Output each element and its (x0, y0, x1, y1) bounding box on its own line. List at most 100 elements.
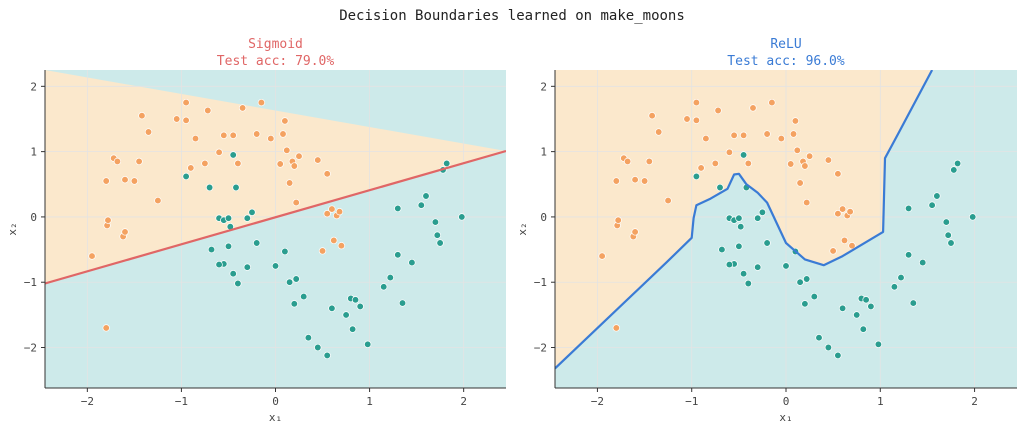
sigmoid-point-class1 (243, 214, 251, 222)
sigmoid-point-class1 (224, 214, 233, 222)
sigmoid-x-tick-label: 1 (366, 395, 373, 408)
sigmoid-point-class0 (292, 198, 300, 207)
sigmoid-point-class1 (458, 213, 466, 221)
sigmoid-point-class0 (187, 164, 195, 172)
sigmoid-test-accuracy: Test acc: 79.0% (217, 54, 335, 69)
sigmoid-point-class0 (330, 236, 338, 245)
relu-point-class1 (859, 325, 867, 333)
relu-point-class0 (711, 159, 719, 168)
relu-point-class1 (874, 340, 883, 348)
sigmoid-point-class0 (229, 131, 237, 139)
relu-point-class0 (768, 98, 776, 107)
relu-point-class1 (735, 242, 743, 250)
sigmoid-x-axis-label: x₁ (269, 411, 282, 424)
relu-x-tick-label: −1 (685, 395, 698, 408)
sigmoid-point-class1 (422, 192, 430, 200)
relu-point-class0 (692, 98, 701, 107)
relu-point-class0 (793, 146, 801, 154)
sigmoid-point-class1 (205, 183, 214, 192)
relu-decision-boundary (555, 70, 934, 370)
sigmoid-point-class0 (323, 210, 331, 218)
sigmoid-point-class0 (238, 104, 247, 112)
relu-point-class0 (763, 130, 771, 138)
relu-x-axis-label: x₁ (779, 411, 792, 424)
sigmoid-point-class1 (356, 302, 364, 311)
relu-point-class0 (803, 198, 811, 207)
sigmoid-point-class1 (348, 325, 357, 333)
relu-point-class1 (919, 258, 927, 267)
sigmoid-panel-title: Sigmoid (248, 37, 303, 52)
sigmoid-point-class0 (182, 116, 190, 124)
sigmoid-point-class0 (267, 134, 275, 143)
sigmoid-point-class0 (182, 98, 190, 107)
relu-point-class0 (725, 148, 734, 156)
sigmoid-point-class1 (229, 270, 237, 278)
relu-point-class0 (834, 210, 842, 218)
sigmoid-point-class1 (207, 245, 216, 254)
sigmoid-point-class0 (191, 134, 200, 143)
relu-point-class0 (714, 106, 722, 115)
relu-point-class0 (702, 134, 710, 143)
sigmoid-point-class1 (386, 273, 394, 282)
relu-point-class1 (853, 311, 861, 319)
sigmoid-point-class1 (224, 242, 233, 250)
sigmoid-point-class0 (318, 247, 327, 255)
sigmoid-point-class1 (271, 262, 280, 270)
relu-point-class1 (725, 260, 734, 269)
relu-point-class0 (777, 134, 785, 143)
relu-x-tick-label: −2 (591, 395, 604, 408)
relu-point-class1 (801, 300, 809, 308)
sigmoid-point-class1 (248, 208, 256, 216)
relu-point-class1 (716, 183, 724, 192)
sigmoid-point-class1 (328, 304, 336, 312)
sigmoid-point-class1 (285, 278, 294, 286)
sigmoid-point-class0 (102, 324, 110, 332)
relu-point-class0 (838, 205, 847, 213)
relu-point-class0 (796, 179, 804, 187)
relu-point-class1 (904, 204, 913, 213)
sigmoid-point-class1 (314, 343, 322, 352)
sigmoid-x-tick-label: 2 (460, 395, 467, 408)
relu-point-class1 (942, 218, 950, 226)
sigmoid-point-class1 (394, 204, 402, 213)
relu-point-class0 (612, 177, 620, 185)
sigmoid-point-class0 (154, 196, 162, 205)
sigmoid-point-class1 (436, 239, 444, 247)
relu-point-class0 (645, 157, 653, 166)
relu-point-class1 (953, 159, 962, 168)
sigmoid-point-class0 (323, 170, 331, 178)
relu-point-class1 (950, 166, 958, 174)
sigmoid-point-class0 (144, 128, 153, 136)
relu-point-class0 (840, 236, 849, 245)
relu-region-class0 (555, 70, 933, 369)
relu-point-class0 (640, 177, 649, 185)
relu-x-tick-label: 2 (971, 395, 978, 408)
relu-point-class1 (763, 239, 771, 247)
sigmoid-y-axis-label: x₂ (6, 222, 19, 235)
sigmoid-point-class0 (204, 106, 212, 115)
sigmoid-y-tick-label: 0 (30, 211, 37, 224)
sigmoid-point-class0 (276, 160, 284, 168)
sigmoid-point-class0 (215, 148, 223, 156)
relu-point-class1 (758, 208, 767, 216)
relu-point-class1 (782, 262, 790, 270)
relu-point-class0 (697, 164, 705, 172)
sigmoid-point-class0 (283, 146, 291, 154)
sigmoid-point-class1 (253, 239, 261, 247)
relu-point-class1 (796, 278, 804, 286)
sigmoid-point-class1 (243, 263, 251, 271)
relu-y-tick-label: −2 (534, 342, 547, 355)
relu-point-class1 (692, 172, 701, 181)
relu-point-class1 (810, 292, 818, 301)
relu-point-class0 (598, 252, 606, 260)
sigmoid-point-class1 (292, 275, 300, 283)
sigmoid-point-class1 (431, 218, 440, 226)
sigmoid-point-class0 (113, 157, 122, 166)
relu-y-tick-label: −1 (534, 276, 547, 289)
sigmoid-point-class0 (314, 156, 322, 164)
relu-test-accuracy: Test acc: 96.0% (727, 54, 845, 69)
relu-point-class1 (928, 201, 936, 209)
relu-point-class1 (803, 275, 811, 283)
sigmoid-point-class0 (257, 98, 266, 107)
sigmoid-point-class0 (328, 205, 336, 213)
